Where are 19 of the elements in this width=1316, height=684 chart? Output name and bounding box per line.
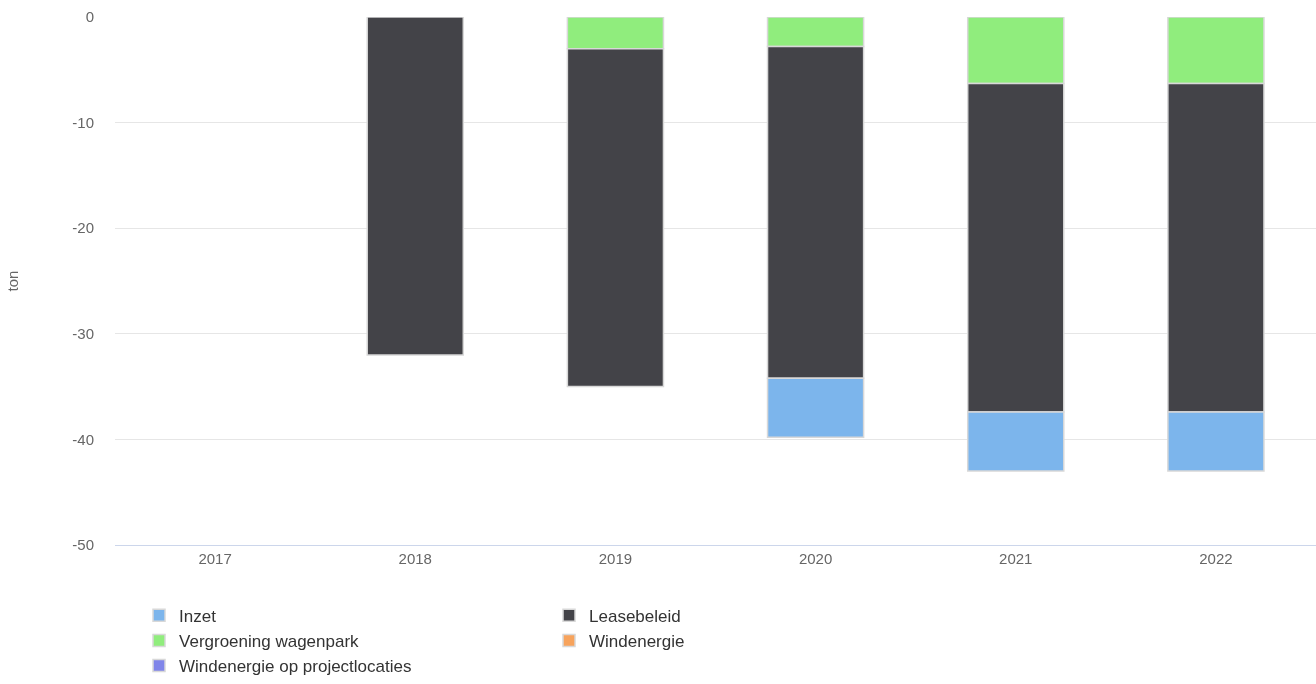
y-tick-label: -30 xyxy=(72,325,94,343)
y-tick-label: -10 xyxy=(72,113,94,131)
bar xyxy=(366,17,465,356)
y-tick-label: 0 xyxy=(85,8,94,26)
x-tick-label: 2022 xyxy=(1199,550,1233,567)
y-tick-label: -40 xyxy=(72,430,94,448)
legend-label: Windenergie op projectlocaties xyxy=(179,657,412,677)
x-tick-label: 2021 xyxy=(999,550,1033,567)
y-tick-label: -20 xyxy=(72,219,94,237)
x-tick-label: 2017 xyxy=(198,550,232,567)
legend-label: Windenergie xyxy=(589,632,685,652)
y-axis-title: ton xyxy=(3,270,21,292)
x-tick-label: 2019 xyxy=(598,550,633,567)
y-tick-label: -50 xyxy=(72,536,94,554)
legend-label: Vergroening wagenpark xyxy=(179,632,360,652)
x-tick-label: 2020 xyxy=(798,550,833,567)
legend-label: Leasebeleid xyxy=(589,606,681,626)
x-tick-label: 2018 xyxy=(398,550,432,567)
legend-label: Inzet xyxy=(179,606,217,626)
